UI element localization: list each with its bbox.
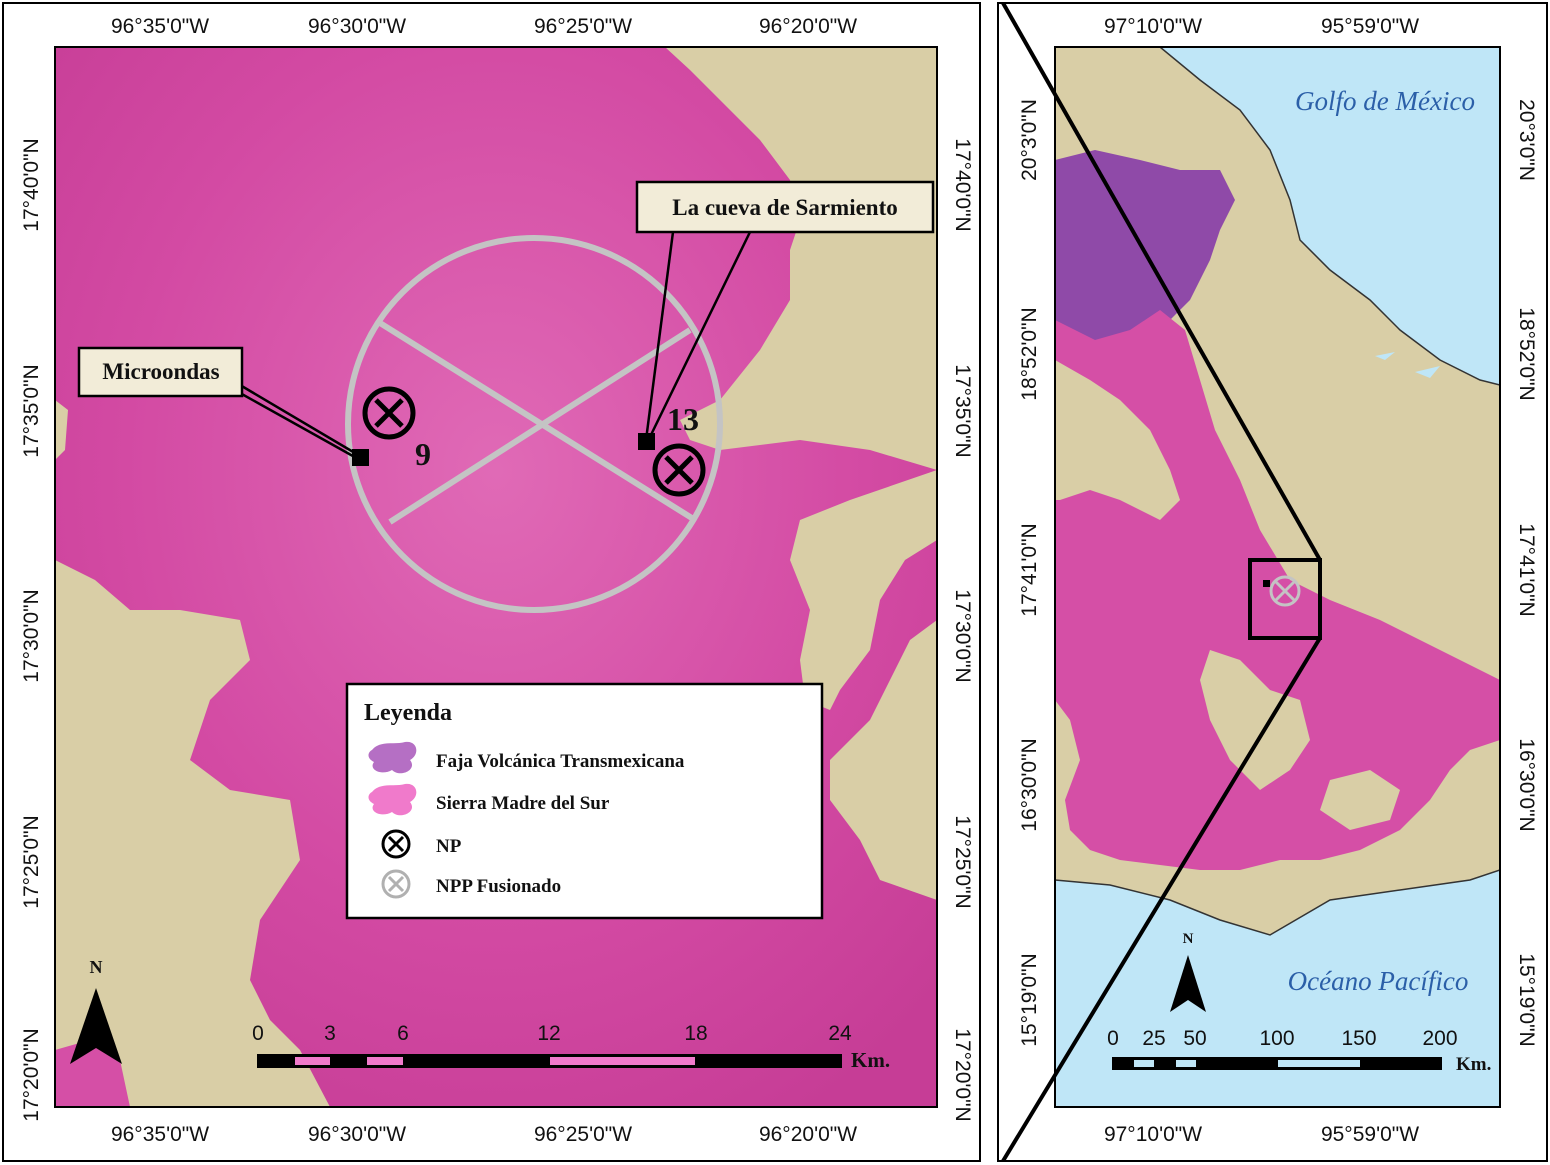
tick-label: 95°59'0"W [1321, 15, 1419, 38]
tick-label: 17°30'0"N [951, 589, 974, 682]
terrain-e [830, 620, 937, 900]
tick-label: 95°59'0"W [1321, 1123, 1419, 1146]
scale-label: 50 [1183, 1027, 1206, 1050]
left-map-border [54, 46, 938, 1108]
tick-label: 97°10'0"W [1104, 15, 1202, 38]
tick-label: 96°30'0"W [308, 1123, 406, 1146]
terrain-gap-1 [1055, 360, 1180, 520]
terrain-w-edge [55, 400, 68, 460]
tick-label: 17°35'0"N [20, 364, 43, 457]
tick-label: 96°20'0"W [759, 15, 857, 38]
right-map-area [1055, 47, 1500, 1107]
scale-label: 25 [1142, 1027, 1165, 1050]
npp-fused-marker [345, 235, 723, 613]
left-right-ticks: 17°40'0"N 17°35'0"N 17°30'0"N 17°25'0"N … [951, 138, 974, 1121]
tick-label: 17°25'0"N [951, 815, 974, 908]
tick-label: 96°35'0"W [111, 15, 209, 38]
inset-line-top [1001, 2, 1322, 561]
tick-label: 18°52'0"N [1018, 307, 1041, 400]
terrain-gap-3 [1320, 770, 1400, 830]
legend-label-sierra: Sierra Madre del Sur [436, 793, 610, 814]
site-microondas-square [352, 449, 369, 466]
left-top-ticks: 96°35'0"W 96°30'0"W 96°25'0"W 96°20'0"W [111, 15, 857, 38]
terrain-gap-2 [1200, 650, 1310, 790]
left-bottom-ticks: 96°35'0"W 96°30'0"W 96°25'0"W 96°20'0"W [111, 1123, 857, 1146]
np-marker-9 [362, 386, 416, 440]
legend-npp-icon [381, 869, 411, 899]
inset-line-bottom [1001, 636, 1322, 1163]
tick-label: 18°52'0"N [1515, 307, 1538, 400]
tick-label: 16°30'0"N [1018, 738, 1041, 831]
npp-fused-marker-small [1269, 575, 1301, 607]
np-label-13: 13 [667, 401, 699, 437]
callout-microondas: Microondas [102, 359, 219, 384]
inset-extent-box [1248, 558, 1322, 640]
tick-label: 15°19'0"N [1018, 953, 1041, 1046]
legend-label-faja: Faja Volcánica Transmexicana [436, 751, 685, 772]
north-arrow-left: N [70, 957, 122, 1064]
scale-unit: Km. [851, 1048, 890, 1072]
scale-label: 18 [684, 1022, 707, 1045]
scale-label: 200 [1422, 1027, 1457, 1050]
site-sarmiento-square [638, 433, 655, 450]
legend-swatch-sierra [368, 783, 417, 816]
sea-label-south: Océano Pacífico [1288, 966, 1469, 996]
north-arrow-right: N [1170, 931, 1206, 1012]
north-label: N [90, 957, 103, 977]
tick-label: 17°40'0"N [951, 138, 974, 231]
legend-np-icon [381, 829, 411, 859]
scale-label: 12 [537, 1022, 560, 1045]
tick-label: 17°25'0"N [20, 815, 43, 908]
tick-label: 16°30'0"N [1515, 738, 1538, 831]
legend-label-np: NP [436, 836, 462, 857]
scale-label: 0 [252, 1022, 264, 1045]
scale-label: 100 [1259, 1027, 1294, 1050]
north-label: N [1183, 931, 1194, 947]
tick-label: 96°20'0"W [759, 1123, 857, 1146]
faja-volcanica-region [1055, 150, 1235, 365]
scale-label: 6 [397, 1022, 409, 1045]
legend-label-npp: NPP Fusionado [436, 876, 561, 897]
legend: Leyenda Faja Volcánica Transmexicana Sie… [345, 682, 824, 920]
sea-label-north: Golfo de México [1295, 86, 1475, 116]
tick-label: 17°20'0"N [20, 1028, 43, 1121]
callout-sarmiento-box [635, 180, 935, 234]
callout-sarmiento: La cueva de Sarmiento [672, 195, 898, 220]
scale-label: 3 [324, 1022, 336, 1045]
left-left-ticks: 17°40'0"N 17°35'0"N 17°30'0"N 17°25'0"N … [20, 138, 43, 1121]
tick-label: 96°30'0"W [308, 15, 406, 38]
scale-label: 24 [828, 1022, 852, 1045]
tick-label: 15°19'0"N [1515, 953, 1538, 1046]
right-map-border [1054, 46, 1501, 1108]
legend-swatch-faja [368, 741, 417, 774]
callout-leaders [239, 231, 752, 462]
tick-label: 17°40'0"N [20, 138, 43, 231]
scale-unit: Km. [1456, 1054, 1491, 1075]
tick-label: 96°25'0"W [534, 1123, 632, 1146]
site-square-small [1263, 580, 1270, 587]
callout-microondas-box [77, 346, 244, 398]
tick-label: 17°41'0"N [1018, 523, 1041, 616]
scale-label: 0 [1107, 1027, 1119, 1050]
sierra-madre-region-right [1055, 310, 1500, 870]
scale-label: 150 [1341, 1027, 1376, 1050]
tick-label: 96°25'0"W [534, 15, 632, 38]
scale-bar-right: 0 25 50 100 150 200 Km. [1107, 1027, 1491, 1075]
tick-label: 96°35'0"W [111, 1123, 209, 1146]
left-panel-frame [2, 2, 981, 1162]
tick-label: 17°41'0"N [1515, 523, 1538, 616]
tick-label: 97°10'0"W [1104, 1123, 1202, 1146]
scale-bar-left: 0 3 6 12 18 24 Km. [252, 1022, 890, 1072]
tick-label: 17°20'0"N [951, 1028, 974, 1121]
tick-label: 17°30'0"N [20, 589, 43, 682]
legend-title: Leyenda [364, 700, 452, 726]
tick-label: 20°3'0"N [1018, 99, 1041, 181]
right-panel-frame [997, 2, 1548, 1162]
tick-label: 17°35'0"N [951, 364, 974, 457]
np-marker-13 [652, 443, 706, 497]
np-label-9: 9 [415, 436, 431, 472]
terrain-w [55, 560, 330, 1107]
tick-label: 20°3'0"N [1515, 99, 1538, 181]
